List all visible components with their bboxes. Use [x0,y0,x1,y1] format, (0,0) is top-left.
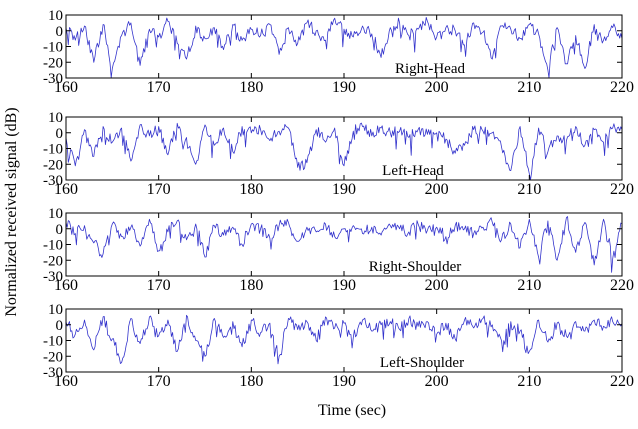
x-tick-label: 210 [517,181,541,198]
x-tick-label: 220 [610,277,634,294]
y-tick-label: -30 [43,365,63,381]
x-tick-label: 170 [147,181,171,198]
y-tick-label: -20 [43,349,63,365]
x-tick-label: 190 [332,373,356,390]
y-tick-label: -10 [43,40,63,56]
x-tick-label: 160 [54,79,78,96]
x-tick-label: 200 [425,79,449,96]
x-tick-label: 180 [239,277,263,294]
y-tick-label: -30 [43,71,63,87]
x-tick-label: 190 [332,79,356,96]
x-tick-label: 190 [332,181,356,198]
x-tick-label: 210 [517,79,541,96]
x-tick-label: 160 [54,373,78,390]
x-tick-label: 210 [517,277,541,294]
y-tick-label: 0 [56,318,64,334]
x-tick-label: 220 [610,181,634,198]
signal-line-left-shoulder [66,314,622,365]
panel-frame-3 [65,212,623,277]
x-tick-label: 180 [239,79,263,96]
x-tick-label: 170 [147,373,171,390]
panel-label-right-head: Right-Head [395,61,465,77]
x-tick-label: 170 [147,277,171,294]
y-tick-label: -10 [43,142,63,158]
panel-label-left-head: Left-Head [382,163,444,179]
y-tick-label: -30 [43,173,63,189]
x-tick-label: 220 [610,79,634,96]
signal-line-right-head [66,17,622,78]
y-tick-label: 10 [48,110,63,126]
x-axis-title: Time (sec) [318,402,386,419]
y-tick-label: -20 [43,157,63,173]
x-tick-label: 190 [332,277,356,294]
panel-frame-2 [65,116,623,181]
x-tick-label: 160 [54,181,78,198]
y-tick-label: 10 [48,8,63,24]
panel-frame-1 [65,14,623,79]
signal-line-right-shoulder [66,216,622,273]
panel-label-right-shoulder: Right-Shoulder [369,259,462,275]
x-tick-label: 180 [239,373,263,390]
x-tick-label: 200 [425,181,449,198]
x-tick-label: 210 [517,373,541,390]
y-tick-label: 0 [56,126,64,142]
y-axis-title: Normalized received signal (dB) [3,107,20,316]
signal-line-left-head [66,122,622,180]
x-tick-label: 220 [610,373,634,390]
x-tick-label: 200 [425,277,449,294]
x-tick-label: 180 [239,181,263,198]
y-tick-label: -10 [43,334,63,350]
y-tick-label: 10 [48,206,63,222]
y-tick-label: 0 [56,24,64,40]
x-tick-label: 160 [54,277,78,294]
y-tick-label: -30 [43,269,63,285]
x-tick-label: 200 [425,373,449,390]
panel-label-left-shoulder: Left-Shoulder [380,355,464,371]
y-tick-label: -10 [43,238,63,254]
y-tick-label: 10 [48,302,63,318]
y-tick-label: -20 [43,253,63,269]
x-tick-label: 170 [147,79,171,96]
y-tick-label: 0 [56,222,64,238]
y-tick-label: -20 [43,55,63,71]
